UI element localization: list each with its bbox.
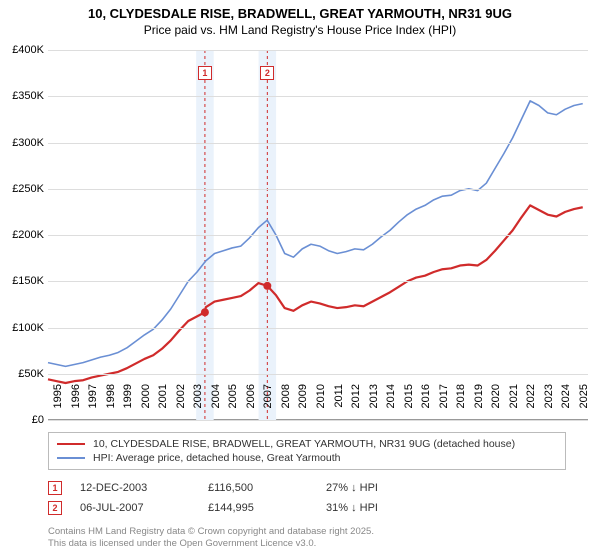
x-axis-label: 2020 [490,384,502,424]
x-axis-label: 2021 [508,384,520,424]
y-axis-label: £350K [0,90,44,102]
title-block: 10, CLYDESDALE RISE, BRADWELL, GREAT YAR… [0,0,600,39]
footer-line-2: This data is licensed under the Open Gov… [48,538,374,550]
chart-subtitle: Price paid vs. HM Land Registry's House … [10,23,590,37]
sale-marker: 2 [260,66,274,80]
chart-area: £0£50K£100K£150K£200K£250K£300K£350K£400… [48,50,588,420]
legend-label-hpi: HPI: Average price, detached house, Grea… [93,452,340,464]
y-axis-label: £50K [0,368,44,380]
chart-container: 10, CLYDESDALE RISE, BRADWELL, GREAT YAR… [0,0,600,560]
y-gridline [48,374,588,375]
sales-row: 1 12-DEC-2003 £116,500 27% ↓ HPI [48,478,426,498]
sales-idx: 2 [48,501,62,515]
legend-row-price: 10, CLYDESDALE RISE, BRADWELL, GREAT YAR… [57,437,557,451]
y-gridline [48,235,588,236]
x-axis-label: 2014 [385,384,397,424]
chart-title: 10, CLYDESDALE RISE, BRADWELL, GREAT YAR… [10,6,590,21]
chart-footer: Contains HM Land Registry data © Crown c… [48,526,374,551]
x-axis-label: 2019 [473,384,485,424]
legend-label-price: 10, CLYDESDALE RISE, BRADWELL, GREAT YAR… [93,438,515,450]
x-axis-label: 2003 [192,384,204,424]
sales-diff: 31% ↓ HPI [326,502,426,514]
y-gridline [48,50,588,51]
y-axis-label: £0 [0,414,44,426]
x-axis-label: 2018 [455,384,467,424]
sales-diff: 27% ↓ HPI [326,482,426,494]
x-axis-label: 2008 [280,384,292,424]
y-axis-label: £200K [0,229,44,241]
y-axis-label: £150K [0,275,44,287]
footer-line-1: Contains HM Land Registry data © Crown c… [48,526,374,538]
y-axis-label: £250K [0,183,44,195]
x-axis-label: 2005 [227,384,239,424]
x-axis-label: 1999 [122,384,134,424]
x-axis-label: 2015 [403,384,415,424]
legend-swatch-hpi [57,457,85,459]
y-gridline [48,328,588,329]
sales-price: £116,500 [208,482,308,494]
x-axis-label: 1997 [87,384,99,424]
x-axis-label: 2001 [157,384,169,424]
x-axis-label: 2011 [333,384,345,424]
x-axis-label: 1996 [70,384,82,424]
x-axis-label: 2006 [245,384,257,424]
x-axis-label: 2007 [262,384,274,424]
x-axis-label: 2025 [578,384,590,424]
y-axis-label: £300K [0,137,44,149]
y-gridline [48,143,588,144]
x-axis-label: 1995 [52,384,64,424]
x-axis-label: 1998 [105,384,117,424]
x-axis-label: 2017 [438,384,450,424]
sale-marker: 1 [198,66,212,80]
y-gridline [48,96,588,97]
legend-row-hpi: HPI: Average price, detached house, Grea… [57,451,557,465]
x-axis-label: 2022 [525,384,537,424]
y-gridline [48,189,588,190]
x-axis-label: 2012 [350,384,362,424]
x-axis-label: 2024 [560,384,572,424]
y-gridline [48,281,588,282]
sales-table: 1 12-DEC-2003 £116,500 27% ↓ HPI 2 06-JUL-200… [48,478,426,518]
y-axis-label: £400K [0,44,44,56]
y-axis-label: £100K [0,322,44,334]
x-axis-label: 2013 [368,384,380,424]
legend: 10, CLYDESDALE RISE, BRADWELL, GREAT YAR… [48,432,566,470]
x-axis-label: 2009 [297,384,309,424]
sales-idx: 1 [48,481,62,495]
sales-date: 12-DEC-2003 [80,482,190,494]
sales-date: 06-JUL-2007 [80,502,190,514]
sales-row: 2 06-JUL-2007 £144,995 31% ↓ HPI [48,498,426,518]
x-axis-label: 2000 [140,384,152,424]
legend-swatch-price [57,443,85,445]
x-axis-label: 2016 [420,384,432,424]
x-axis-label: 2002 [175,384,187,424]
x-axis-label: 2010 [315,384,327,424]
x-axis-label: 2004 [210,384,222,424]
sales-price: £144,995 [208,502,308,514]
x-axis-label: 2023 [543,384,555,424]
